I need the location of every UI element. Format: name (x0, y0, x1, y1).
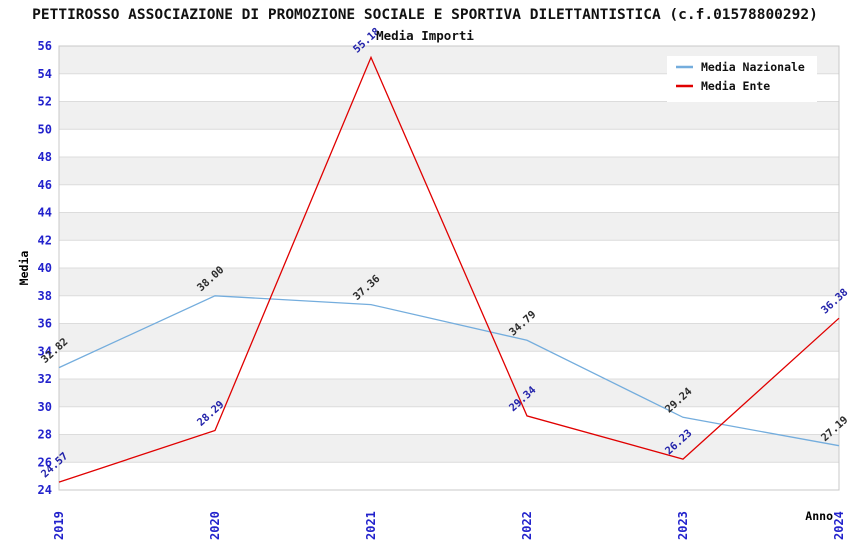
plot-band (59, 295, 839, 324)
y-axis-title: Media (17, 251, 31, 286)
y-tick-label: 26 (38, 455, 52, 469)
plot-band (59, 406, 839, 435)
plot-band (59, 157, 839, 185)
plot-band (59, 323, 839, 352)
plot-band (59, 101, 839, 130)
legend-label: Media Nazionale (701, 60, 805, 74)
y-tick-label: 34 (38, 344, 52, 358)
series-line-media-nazionale (58, 295, 840, 447)
y-tick-label: 38 (38, 289, 52, 303)
plot-band (59, 434, 839, 463)
plot-border (58, 45, 840, 491)
y-tick-labels: 24 26 28 30 32 34 36 38 40 42 44 46 48 50 52 54 56 (38, 39, 52, 497)
x-tick-label: 2024 (832, 511, 846, 540)
x-axis-title: Anno (805, 509, 833, 523)
plot-band (59, 129, 839, 157)
chart-title: PETTIROSSO ASSOCIAZIONE DI PROMOZIONE SO… (32, 7, 818, 23)
x-tick-label: 2019 (52, 511, 66, 540)
plot-band (59, 351, 839, 379)
plot-band (59, 268, 839, 296)
y-tick-label: 56 (38, 39, 52, 53)
plot-band (59, 184, 839, 213)
legend-box (667, 56, 817, 102)
series-lines (58, 55, 840, 483)
legend-entries: Media Nazionale Media Ente (676, 60, 805, 93)
y-tick-label: 28 (38, 428, 52, 442)
legend: Media Nazionale Media Ente (667, 56, 817, 102)
y-tick-label: 40 (38, 261, 52, 275)
y-tick-label: 30 (38, 400, 52, 414)
plot-band (59, 462, 839, 490)
x-tick-labels: 2019 2020 2021 2022 2023 2024 (52, 511, 846, 540)
y-tick-label: 32 (38, 372, 52, 386)
series-line-media-ente (58, 55, 840, 483)
x-tick-label: 2020 (208, 511, 222, 540)
plot-band (59, 240, 839, 268)
y-tick-label: 36 (38, 317, 52, 331)
y-tick-label: 44 (38, 206, 52, 220)
legend-entry: Media Ente (676, 79, 770, 93)
y-tick-label: 52 (38, 95, 52, 109)
legend-entry: Media Nazionale (676, 60, 805, 74)
y-tick-label: 46 (38, 178, 52, 192)
y-tick-label: 24 (38, 483, 52, 497)
chart-subtitle: Media Importi (376, 28, 474, 43)
y-tick-label: 54 (38, 67, 52, 81)
x-tick-label: 2022 (520, 511, 534, 540)
x-tick-label: 2023 (676, 511, 690, 540)
legend-label: Media Ente (701, 79, 770, 93)
y-tick-label: 42 (38, 233, 52, 247)
plot-band (59, 379, 839, 407)
y-tick-label: 50 (38, 122, 52, 136)
x-tick-label: 2021 (364, 511, 378, 540)
y-tick-label: 48 (38, 150, 52, 164)
